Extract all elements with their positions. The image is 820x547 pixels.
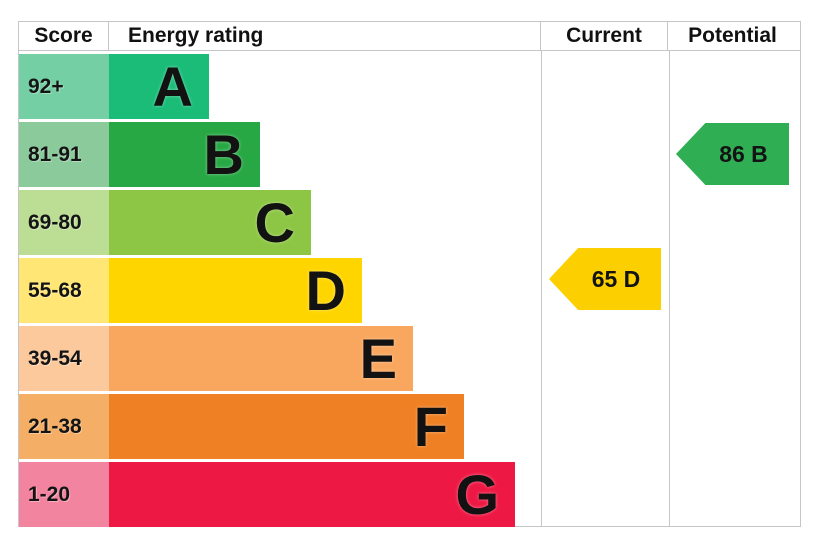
rating-row-b: 81-91 B bbox=[19, 122, 515, 187]
current-rating-label: 65 D bbox=[591, 265, 641, 292]
energy-rating-column-header: Energy rating bbox=[128, 24, 264, 47]
potential-rating-label: 86 B bbox=[719, 140, 768, 167]
current-rating-arrow: 65 D bbox=[549, 248, 661, 310]
current-column-header: Current bbox=[540, 22, 667, 50]
score-column-header: Score bbox=[19, 22, 109, 50]
score-range-d: 55-68 bbox=[19, 258, 109, 323]
rating-letter-d: D bbox=[305, 258, 346, 322]
rating-letter-b: B bbox=[203, 122, 244, 186]
rating-row-a: 92+ A bbox=[19, 54, 515, 119]
rating-bar-f: F bbox=[109, 394, 464, 459]
rating-row-c: 69-80 C bbox=[19, 190, 515, 255]
score-range-e: 39-54 bbox=[19, 326, 109, 391]
rating-row-d: 55-68 D bbox=[19, 258, 515, 323]
rating-bar-d: D bbox=[109, 258, 362, 323]
potential-column-header: Potential bbox=[667, 22, 797, 50]
rating-table: Score Energy rating Current Potential 92… bbox=[18, 21, 801, 527]
score-range-g: 1-20 bbox=[19, 462, 109, 527]
score-range-a: 92+ bbox=[19, 54, 109, 119]
potential-rating-arrow: 86 B bbox=[676, 123, 789, 185]
potential-column-divider bbox=[669, 51, 670, 527]
rating-bar-g: G bbox=[109, 462, 515, 527]
rating-bar-b: B bbox=[109, 122, 260, 187]
rating-bar-c: C bbox=[109, 190, 311, 255]
rating-row-f: 21-38 F bbox=[19, 394, 515, 459]
rating-rows: 92+ A 81-91 B 69-80 C 55-68 D 39-54 E 21-38 F 1-20 G bbox=[19, 51, 515, 527]
table-body: 92+ A 81-91 B 69-80 C 55-68 D 39-54 E 21-38 F 1-20 G … bbox=[19, 51, 800, 527]
score-range-f: 21-38 bbox=[19, 394, 109, 459]
table-header: Score Energy rating Current Potential bbox=[19, 22, 800, 51]
rating-row-g: 1-20 G bbox=[19, 462, 515, 527]
current-column-divider bbox=[541, 51, 542, 527]
score-range-c: 69-80 bbox=[19, 190, 109, 255]
rating-letter-e: E bbox=[359, 326, 397, 390]
score-range-b: 81-91 bbox=[19, 122, 109, 187]
rating-letter-c: C bbox=[254, 190, 295, 254]
rating-bar-a: A bbox=[109, 54, 209, 119]
rating-bar-e: E bbox=[109, 326, 413, 391]
rating-letter-g: G bbox=[455, 462, 499, 526]
rating-row-e: 39-54 E bbox=[19, 326, 515, 391]
rating-letter-a: A bbox=[152, 54, 193, 118]
rating-letter-f: F bbox=[413, 394, 448, 458]
